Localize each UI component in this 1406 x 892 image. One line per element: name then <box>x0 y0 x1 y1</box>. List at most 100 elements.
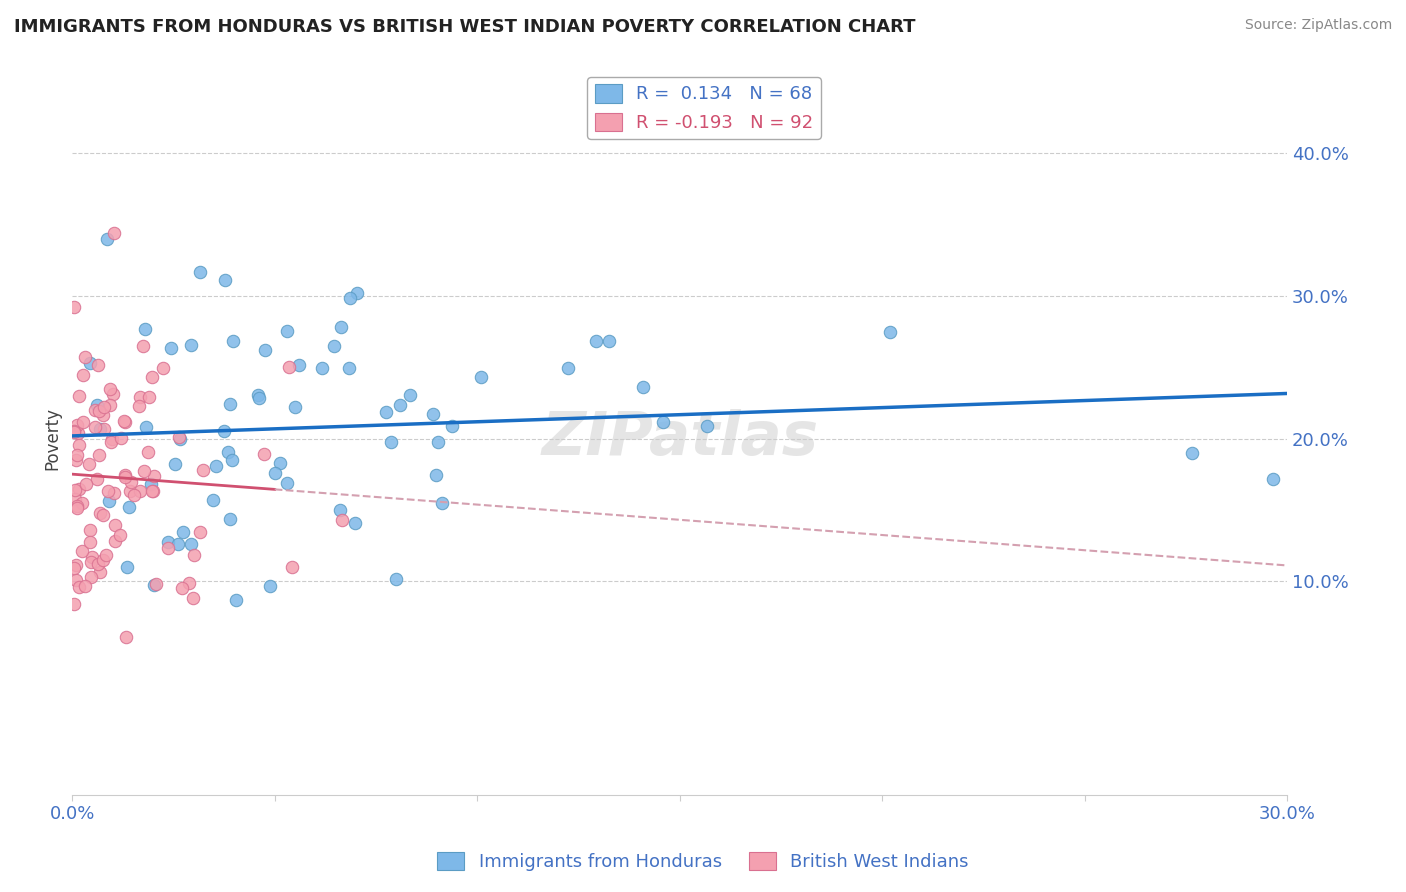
Point <box>101 432 124 446</box>
Point <box>80 555 103 569</box>
Point <box>93 401 115 415</box>
Point <box>65 453 87 467</box>
Point <box>202 493 225 508</box>
Point <box>183 548 205 562</box>
Point <box>1181 446 1204 460</box>
Point <box>89 565 111 579</box>
Point <box>167 430 190 444</box>
Point <box>339 361 361 376</box>
Point <box>94 549 117 563</box>
Point <box>120 483 142 498</box>
Point <box>66 425 89 440</box>
Point <box>89 422 111 436</box>
Point <box>136 444 159 458</box>
Point <box>191 463 214 477</box>
Point <box>631 380 654 394</box>
Point <box>259 578 281 592</box>
Point <box>63 483 86 497</box>
Point <box>156 541 179 555</box>
Point <box>156 535 179 549</box>
Point <box>254 343 277 357</box>
Point <box>879 325 901 339</box>
Point <box>63 301 86 315</box>
Point <box>66 500 89 514</box>
Y-axis label: Poverty: Poverty <box>44 407 60 470</box>
Point <box>131 339 153 353</box>
Point <box>63 492 86 507</box>
Point <box>86 472 108 486</box>
Point <box>132 464 155 478</box>
Point <box>217 445 239 459</box>
Point <box>100 434 122 449</box>
Point <box>329 503 352 517</box>
Point <box>103 486 125 500</box>
Point <box>103 226 125 240</box>
Point <box>169 432 191 446</box>
Point <box>585 334 607 349</box>
Point <box>79 570 101 584</box>
Point <box>79 523 101 537</box>
Point <box>330 513 353 527</box>
Point <box>247 391 270 405</box>
Point <box>115 630 138 644</box>
Point <box>311 360 333 375</box>
Point <box>142 578 165 592</box>
Point <box>91 408 114 422</box>
Point <box>222 334 245 348</box>
Point <box>98 382 121 396</box>
Point <box>212 425 235 439</box>
Point <box>385 573 408 587</box>
Point <box>97 493 120 508</box>
Point <box>167 537 190 551</box>
Point <box>141 476 163 491</box>
Point <box>63 561 86 575</box>
Point <box>651 415 673 429</box>
Point <box>65 558 87 573</box>
Point <box>134 322 156 336</box>
Point <box>422 407 444 421</box>
Point <box>93 508 115 523</box>
Point <box>63 597 86 611</box>
Point <box>89 506 111 520</box>
Point <box>557 361 579 376</box>
Point <box>218 511 240 525</box>
Point <box>75 477 97 491</box>
Point <box>426 435 449 450</box>
Point <box>343 516 366 531</box>
Point <box>110 431 132 445</box>
Point <box>97 483 120 498</box>
Point <box>84 419 107 434</box>
Point <box>65 418 87 433</box>
Point <box>114 468 136 483</box>
Point <box>225 592 247 607</box>
Point <box>79 356 101 370</box>
Point <box>63 424 86 438</box>
Point <box>425 468 447 483</box>
Point <box>89 403 111 417</box>
Point <box>96 232 118 246</box>
Point <box>101 387 124 401</box>
Point <box>75 579 97 593</box>
Point <box>104 517 127 532</box>
Point <box>69 389 91 403</box>
Point <box>323 339 346 353</box>
Point <box>188 525 211 540</box>
Text: IMMIGRANTS FROM HONDURAS VS BRITISH WEST INDIAN POVERTY CORRELATION CHART: IMMIGRANTS FROM HONDURAS VS BRITISH WEST… <box>14 18 915 36</box>
Point <box>181 591 204 606</box>
Point <box>120 475 142 489</box>
Point <box>253 447 276 461</box>
Point <box>115 560 138 574</box>
Point <box>114 416 136 430</box>
Point <box>159 341 181 355</box>
Point <box>470 369 492 384</box>
Point <box>143 468 166 483</box>
Point <box>269 456 291 470</box>
Point <box>598 334 620 348</box>
Point <box>104 534 127 549</box>
Point <box>79 535 101 549</box>
Point <box>66 500 89 515</box>
Point <box>180 338 202 352</box>
Point <box>118 500 141 514</box>
Point <box>67 438 90 452</box>
Point <box>67 580 90 594</box>
